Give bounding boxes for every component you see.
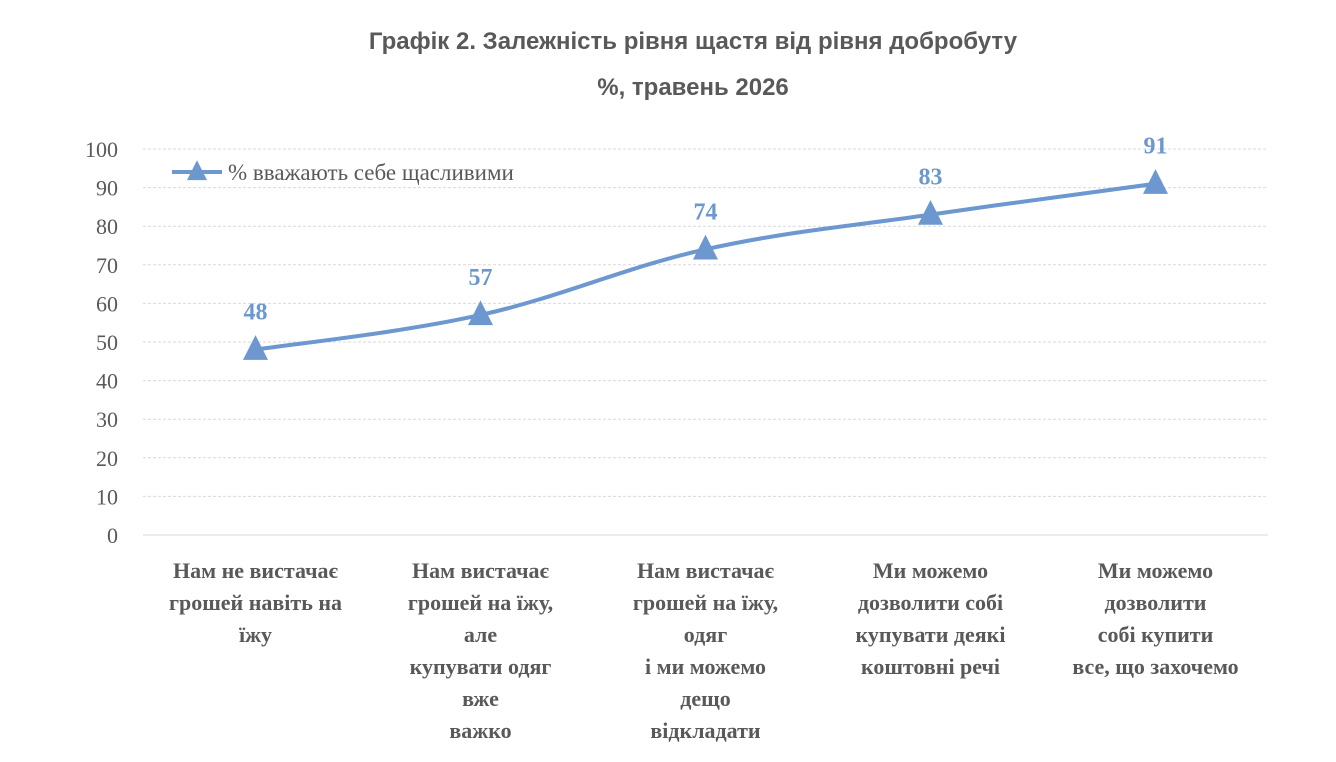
- x-category-line: їжу: [239, 622, 272, 647]
- data-point-marker: [1143, 169, 1168, 194]
- y-tick-label: 10: [96, 484, 118, 509]
- x-category-line: дозволити: [1105, 590, 1207, 615]
- data-point-marker: [918, 199, 943, 225]
- x-category-line: одяг: [684, 622, 727, 647]
- x-category-label: Нам вистачає грошей на їжу, одяг і ми можем…: [633, 558, 778, 743]
- series-line-group: [243, 169, 1168, 360]
- y-tick-label: 90: [96, 176, 118, 201]
- y-tick-label: 40: [96, 369, 118, 394]
- x-category-line: купувати деякі: [856, 622, 1006, 647]
- x-axis-categories: Нам не вистачає грошей навіть на їжу Нам ви…: [169, 558, 1239, 743]
- x-category-line: і ми можемо: [645, 654, 766, 679]
- x-category-line: Нам не вистачає: [173, 558, 338, 583]
- x-category-line: грошей на їжу,: [633, 590, 778, 615]
- x-category-line: дещо: [680, 686, 730, 711]
- x-category-label: Нам вистачає грошей на їжу, але купувати од…: [408, 558, 553, 743]
- y-tick-label: 60: [96, 291, 118, 316]
- y-tick-label: 50: [96, 330, 118, 355]
- x-category-line: дозволити собі: [858, 590, 1003, 615]
- data-label: 83: [919, 165, 943, 191]
- y-tick-label: 80: [96, 214, 118, 239]
- y-tick-label: 20: [96, 446, 118, 471]
- data-point-marker: [468, 300, 493, 326]
- data-label: 57: [469, 265, 493, 291]
- y-tick-label: 100: [85, 137, 118, 162]
- y-tick-label: 0: [107, 523, 118, 548]
- x-category-line: Нам вистачає: [412, 558, 550, 583]
- data-point-marker: [693, 234, 718, 260]
- x-category-label: Ми можемо дозволити собі купувати деякі кош…: [856, 558, 1006, 679]
- legend-label: % вважають себе щасливими: [228, 160, 514, 185]
- y-tick-label: 70: [96, 253, 118, 278]
- x-category-line: але: [464, 622, 498, 647]
- data-label: 74: [694, 199, 718, 225]
- y-tick-label: 30: [96, 407, 118, 432]
- x-category-line: Ми можемо: [873, 558, 988, 583]
- data-label: 48: [244, 300, 268, 326]
- x-category-line: купувати одяг: [410, 654, 552, 679]
- x-category-label: Ми можемо дозволити собі купити все, що зах…: [1072, 558, 1238, 679]
- x-category-line: вже: [462, 686, 499, 711]
- x-category-line: собі купити: [1098, 622, 1214, 647]
- x-category-line: відкладати: [650, 718, 761, 743]
- legend-marker-icon: [187, 160, 207, 181]
- x-category-line: Ми можемо: [1098, 558, 1213, 583]
- legend: % вважають себе щасливими: [172, 160, 514, 185]
- y-axis-ticks: 0 10 20 30 40 50 60 70 80 90 100: [85, 137, 118, 548]
- x-category-line: коштовні речі: [861, 654, 1000, 679]
- chart-subtitle: %, травень 2026: [597, 74, 789, 101]
- data-point-marker: [243, 335, 268, 360]
- x-category-line: Нам вистачає: [637, 558, 775, 583]
- gridlines: [143, 148, 1268, 536]
- x-category-line: грошей навіть на: [169, 590, 342, 615]
- x-category-line: все, що захочемо: [1072, 654, 1238, 679]
- data-label: 91: [1144, 134, 1168, 160]
- x-category-line: важко: [449, 718, 511, 743]
- data-labels: 48 57 74 83 91: [244, 134, 1168, 326]
- x-category-line: грошей на їжу,: [408, 590, 553, 615]
- x-category-label: Нам не вистачає грошей навіть на їжу: [169, 558, 342, 647]
- chart-title: Графік 2. Залежність рівня щастя від рів…: [368, 28, 1018, 55]
